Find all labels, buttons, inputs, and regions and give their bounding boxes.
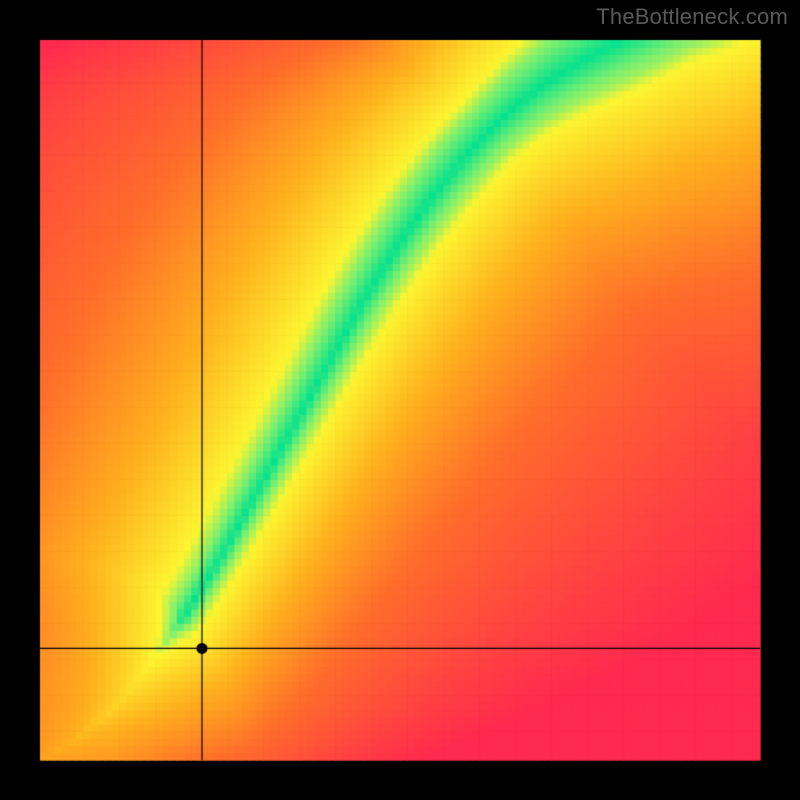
watermark-text: TheBottleneck.com [596, 4, 788, 30]
bottleneck-heatmap [0, 0, 800, 800]
chart-container: TheBottleneck.com [0, 0, 800, 800]
